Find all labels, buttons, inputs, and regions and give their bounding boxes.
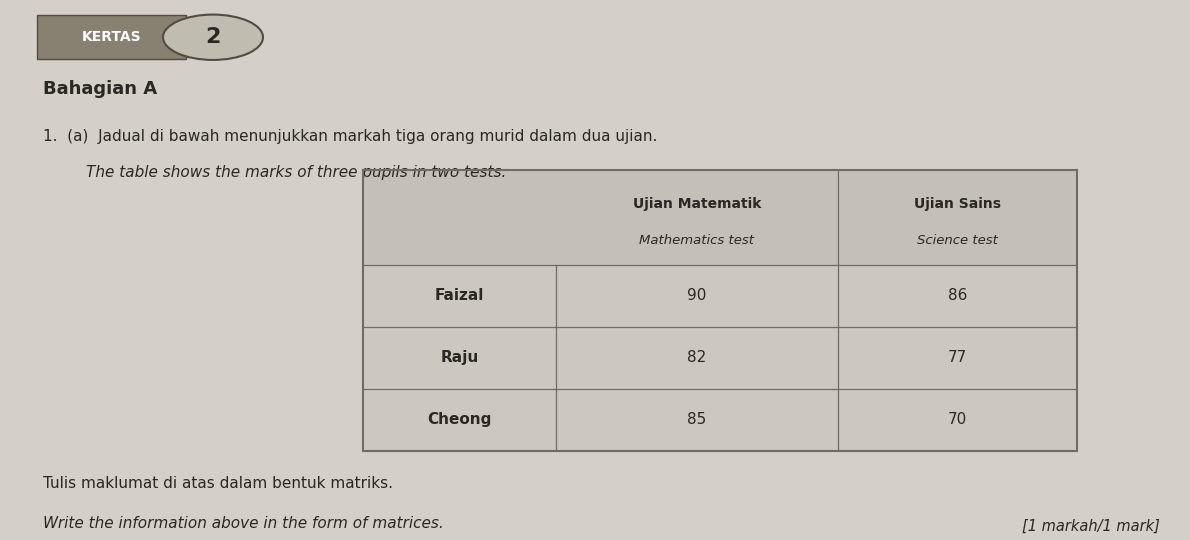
Text: 77: 77 bbox=[947, 350, 967, 365]
Text: 85: 85 bbox=[687, 413, 707, 427]
FancyBboxPatch shape bbox=[363, 265, 1077, 327]
Text: 1.  (a)  Jadual di bawah menunjukkan markah tiga orang murid dalam dua ujian.: 1. (a) Jadual di bawah menunjukkan marka… bbox=[43, 129, 657, 144]
Text: [1 markah/1 mark]: [1 markah/1 mark] bbox=[1022, 519, 1160, 534]
Text: Ujian Matematik: Ujian Matematik bbox=[633, 197, 760, 211]
Text: 82: 82 bbox=[687, 350, 707, 365]
FancyBboxPatch shape bbox=[363, 170, 1077, 265]
Text: Science test: Science test bbox=[917, 233, 997, 247]
Text: 2: 2 bbox=[206, 27, 220, 48]
Text: Write the information above in the form of matrices.: Write the information above in the form … bbox=[43, 516, 444, 531]
Text: 86: 86 bbox=[947, 288, 967, 303]
FancyBboxPatch shape bbox=[37, 15, 186, 59]
Text: The table shows the marks of three pupils in two tests.: The table shows the marks of three pupil… bbox=[86, 165, 506, 180]
Text: Cheong: Cheong bbox=[427, 413, 491, 427]
FancyBboxPatch shape bbox=[363, 327, 1077, 389]
Text: Mathematics test: Mathematics test bbox=[639, 233, 754, 247]
Text: Tulis maklumat di atas dalam bentuk matriks.: Tulis maklumat di atas dalam bentuk matr… bbox=[43, 476, 393, 491]
Text: 90: 90 bbox=[687, 288, 707, 303]
Text: Bahagian A: Bahagian A bbox=[43, 80, 157, 98]
Text: 70: 70 bbox=[947, 413, 967, 427]
Text: Raju: Raju bbox=[440, 350, 478, 365]
Text: Faizal: Faizal bbox=[434, 288, 484, 303]
FancyBboxPatch shape bbox=[363, 389, 1077, 451]
Text: Ujian Sains: Ujian Sains bbox=[914, 197, 1001, 211]
Circle shape bbox=[163, 15, 263, 60]
Text: KERTAS: KERTAS bbox=[81, 30, 142, 44]
